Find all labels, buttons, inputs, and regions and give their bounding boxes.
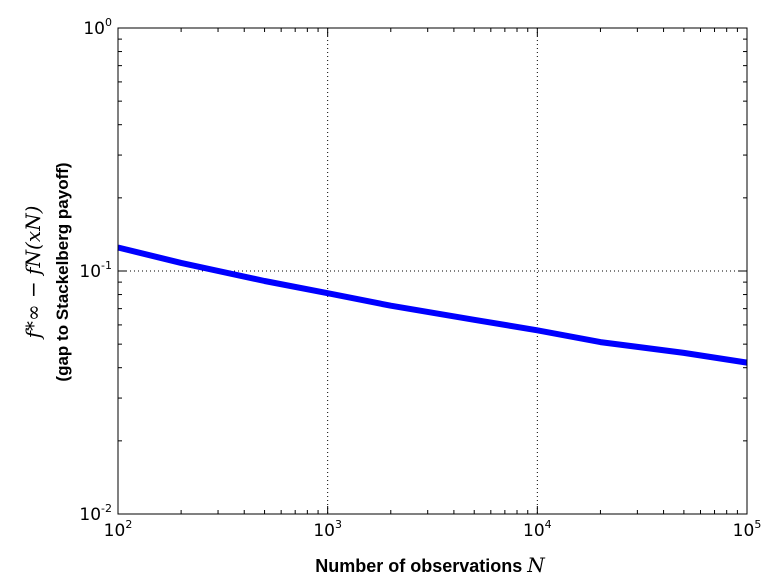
x-axis-label-text: Number of observations — [315, 556, 522, 576]
y-tick-label: 10-2 — [79, 502, 112, 525]
series-group — [117, 244, 748, 366]
x-tick-base: 10 — [733, 521, 755, 541]
x-tick-base: 10 — [313, 521, 335, 541]
x-tick-label: 103 — [313, 518, 342, 541]
x-tick-exp: 3 — [335, 518, 342, 531]
x-tick-exp: 5 — [754, 518, 761, 531]
plot-frame — [117, 27, 748, 515]
y-axis-label-math: f*∞ − fN(xN) — [21, 206, 45, 341]
y-axis-label: f*∞ − fN(xN) (gap to Stackelberg payoff) — [21, 162, 72, 381]
minor-ticks — [118, 28, 747, 514]
y-tick-label: 10-1 — [79, 259, 112, 282]
y-tick-exp: -2 — [101, 502, 112, 515]
x-tick-base: 10 — [523, 521, 545, 541]
x-tick-label: 102 — [104, 518, 133, 541]
x-axis-label-var: N — [526, 553, 546, 577]
y-tick-base: 10 — [79, 262, 101, 282]
y-tick-base: 10 — [83, 19, 105, 39]
y-tick-label: 100 — [83, 16, 112, 39]
x-tick-base: 10 — [104, 521, 126, 541]
x-tick-exp: 2 — [125, 518, 132, 531]
series-line — [117, 244, 748, 366]
y-tick-exp: 0 — [105, 16, 112, 29]
y-axis-label-sub: (gap to Stackelberg payoff) — [53, 162, 72, 381]
x-tick-label: 104 — [523, 518, 552, 541]
y-tick-exp: -1 — [101, 259, 112, 272]
y-tick-base: 10 — [79, 505, 101, 525]
x-tick-exp: 4 — [545, 518, 552, 531]
x-axis-label: Number of observations N — [315, 553, 546, 577]
x-tick-label: 105 — [733, 518, 762, 541]
x-tick-labels: 102 103 104 105 — [104, 518, 762, 541]
